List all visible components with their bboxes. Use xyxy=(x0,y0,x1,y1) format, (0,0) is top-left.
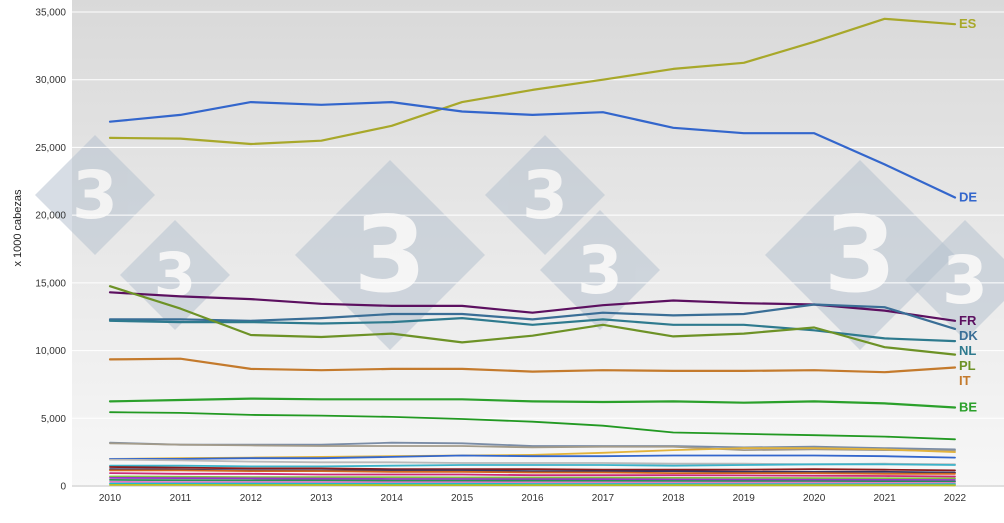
x-axis-tick-labels: 2010 2011 2012 2013 2014 2015 2016 2017 2018 2019… xyxy=(99,493,967,504)
x-tick-label: 2022 xyxy=(944,493,967,504)
x-tick-label: 2020 xyxy=(803,493,826,504)
x-tick-label: 2011 xyxy=(170,493,192,504)
y-tick-label: 35,000 xyxy=(35,8,66,19)
x-tick-label: 2012 xyxy=(240,493,263,504)
x-tick-label: 2014 xyxy=(381,493,404,504)
y-tick-label: 30,000 xyxy=(35,75,66,86)
series-line-unlabeled-21 xyxy=(109,478,956,483)
series-line-unlabeled-17 xyxy=(109,469,956,475)
series-label-es: ES xyxy=(959,16,977,31)
watermark-diamond-shape xyxy=(540,210,660,330)
watermark-diamond: 3 xyxy=(905,220,1004,340)
watermark-diamond-shape xyxy=(35,135,155,255)
series-line-unlabeled-20 xyxy=(109,476,956,481)
series-label-it: IT xyxy=(959,373,971,388)
series-line-unlabeled-23 xyxy=(109,482,956,486)
x-tick-label: 2018 xyxy=(662,493,685,504)
series-label-dk: DK xyxy=(959,328,978,343)
watermark-diamond-shape xyxy=(485,135,605,255)
series-label-fr: FR xyxy=(959,313,977,328)
watermark-diamond-shape xyxy=(120,220,230,330)
x-tick-label: 2016 xyxy=(521,493,544,504)
y-tick-label: 0 xyxy=(60,482,66,493)
watermark-text: 3 xyxy=(522,157,568,234)
series-line-unlabeled-15 xyxy=(109,466,956,472)
watermark-text: 3 xyxy=(72,157,118,234)
x-tick-label: 2019 xyxy=(733,493,756,504)
series-line-unlabeled-14 xyxy=(109,463,956,468)
watermark-text: 3 xyxy=(353,194,426,316)
series-lines xyxy=(108,17,957,487)
series-line-be xyxy=(108,397,957,409)
y-tick-label: 10,000 xyxy=(35,346,66,357)
watermark-text: 3 xyxy=(154,240,196,311)
series-label-de: DE xyxy=(959,190,977,205)
x-tick-label: 2021 xyxy=(873,493,896,504)
watermark-text: 3 xyxy=(577,232,623,309)
series-line-nl xyxy=(108,317,957,343)
series-label-nl: NL xyxy=(959,343,976,358)
x-tick-label: 2010 xyxy=(99,493,122,504)
watermark-diamond: 3 xyxy=(35,135,155,255)
series-line-es xyxy=(108,17,957,146)
series-label-be: BE xyxy=(959,399,977,414)
watermark-layer: 33 3 33 3 3 xyxy=(35,135,1004,350)
watermark-text: 3 xyxy=(942,242,988,319)
x-tick-label: 2013 xyxy=(310,493,333,504)
y-tick-label: 20,000 xyxy=(35,211,66,222)
watermark-diamond: 3 xyxy=(540,210,660,330)
series-line-unlabeled-10 xyxy=(109,442,956,452)
y-axis-tick-labels: 0 5,000 10,000 15,000 20,000 25,000 30,000 35,0… xyxy=(35,8,66,493)
series-line-unlabeled-8 xyxy=(109,411,956,441)
series-line-unlabeled-19 xyxy=(109,475,956,480)
watermark-diamond: 3 xyxy=(120,220,230,330)
series-line-unlabeled-18 xyxy=(109,472,956,478)
y-tick-label: 5,000 xyxy=(41,414,66,425)
series-line-it xyxy=(108,357,957,374)
x-tick-label: 2015 xyxy=(451,493,474,504)
watermark-diamond: 3 xyxy=(485,135,605,255)
watermark-diamond-shape xyxy=(765,160,955,350)
watermark-text: 3 xyxy=(823,194,896,316)
watermark-diamond: 3 xyxy=(765,160,955,350)
watermark-diamond-shape xyxy=(905,220,1004,340)
series-label-pl: PL xyxy=(959,358,976,373)
y-tick-label: 25,000 xyxy=(35,143,66,154)
series-line-unlabeled-12 xyxy=(109,454,956,460)
series-line-dk xyxy=(108,303,957,330)
series-line-unlabeled-22 xyxy=(109,480,956,484)
series-line-pl xyxy=(108,285,957,356)
x-tick-label: 2017 xyxy=(592,493,615,504)
watermark-diamond-shape xyxy=(295,160,485,350)
watermark-diamond: 3 xyxy=(295,160,485,350)
series-line-de xyxy=(108,100,957,199)
y-tick-label: 15,000 xyxy=(35,278,66,289)
y-axis-title: x 1000 cabezas xyxy=(12,189,24,267)
